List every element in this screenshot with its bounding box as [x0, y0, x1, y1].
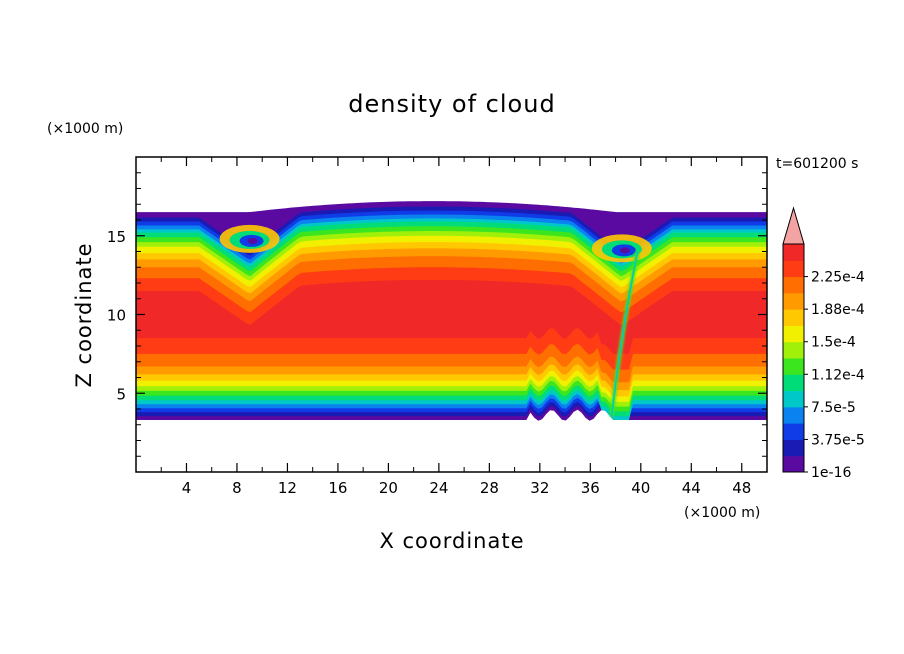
density-band: [136, 279, 767, 354]
x-axis-label: X coordinate: [379, 529, 524, 553]
y-axis-ticks: 5 10 15: [107, 172, 767, 457]
updraft-core: [610, 251, 639, 417]
colorbar-swatch: [783, 276, 804, 294]
colorbar: 1e-16 3.75e-5 7.5e-5 1.12e-4 1.5e-4 1.88e-4 2.…: [782, 206, 865, 481]
colorbar-swatch: [783, 374, 804, 392]
x-tick-label: 48: [732, 479, 751, 497]
colorbar-overflow-arrow: [782, 206, 805, 245]
colorbar-label: 7.5e-5: [811, 400, 856, 416]
x-tick-label: 44: [682, 479, 701, 497]
colorbar-swatch: [783, 309, 804, 326]
time-label: t=601200 s: [776, 156, 858, 172]
colorbar-label: 2.25e-4: [811, 270, 865, 286]
colorbar-swatch: [783, 439, 804, 457]
x-tick-label: 32: [530, 479, 549, 497]
x-tick-label: 28: [480, 479, 499, 497]
x-tick-label: 12: [278, 479, 297, 497]
colorbar-swatch: [783, 341, 804, 359]
x-tick-label: 20: [379, 479, 398, 497]
colorbar-swatch: [783, 390, 804, 408]
vortex: [591, 234, 652, 263]
x-tick-label: 16: [328, 479, 347, 497]
chart-title: density of cloud: [348, 90, 555, 118]
x-axis-ticks: 4 8 12 16 20 24 28 32 36 40 44 48: [160, 157, 751, 497]
colorbar-swatch: [783, 325, 804, 343]
colorbar-swatch: [783, 423, 804, 440]
x-tick-label: 24: [429, 479, 448, 497]
x-tick-label: 40: [631, 479, 650, 497]
colorbar-swatch: [783, 455, 804, 473]
y-unit-label: (×1000 m): [47, 121, 123, 137]
colorbar-swatch: [783, 244, 804, 261]
vortex: [219, 224, 280, 253]
colorbar-label: 1.88e-4: [811, 302, 865, 318]
y-tick-label: 5: [116, 385, 126, 403]
x-tick-label: 4: [182, 479, 192, 497]
x-unit-label: (×1000 m): [684, 505, 760, 521]
colorbar-label: 1.12e-4: [811, 367, 865, 383]
colorbar-swatch: [783, 406, 804, 424]
colorbar-label: 1.5e-4: [811, 335, 856, 351]
x-tick-label: 8: [232, 479, 242, 497]
y-axis-label: Z coordinate: [72, 242, 96, 387]
colorbar-swatch: [783, 358, 804, 375]
y-tick-label: 15: [107, 228, 126, 246]
y-tick-label: 10: [107, 307, 126, 325]
colorbar-swatch: [783, 292, 804, 310]
colorbar-label: 1e-16: [811, 465, 851, 481]
colorbar-label: 3.75e-5: [811, 432, 865, 448]
density-field: [136, 201, 767, 421]
colorbar-swatch: [783, 260, 804, 278]
x-tick-label: 36: [581, 479, 600, 497]
